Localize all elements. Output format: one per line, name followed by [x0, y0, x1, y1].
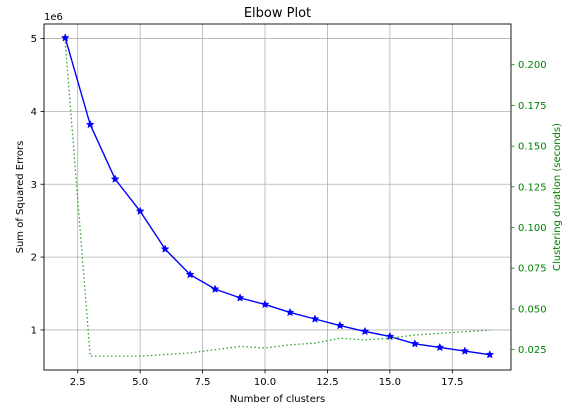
sse-point	[160, 244, 170, 253]
x-tick-label: 15.0	[379, 377, 401, 388]
y-axis-left-label: Sum of Squared Errors	[15, 141, 26, 254]
x-tick-label: 10.0	[254, 377, 276, 388]
y-left-tick-label: 2	[31, 253, 37, 264]
y-right-tick-label: 0.175	[518, 101, 547, 112]
sse-point	[185, 269, 195, 279]
axes-frame	[43, 23, 512, 371]
sse-point	[85, 119, 95, 129]
sse-point	[260, 299, 270, 309]
x-tick-label: 2.5	[70, 377, 86, 388]
sse-point	[60, 33, 70, 42]
sse-line	[64, 37, 490, 356]
y-right-tick-label: 0.050	[518, 304, 547, 315]
sse-point	[235, 293, 245, 302]
x-tick-label: 17.5	[441, 377, 463, 388]
y-left-tick-label: 3	[31, 180, 37, 191]
sse-point	[435, 342, 445, 352]
grid	[44, 24, 511, 370]
duration-line	[64, 41, 490, 357]
x-tick-label: 7.5	[195, 377, 211, 388]
y-right-tick-label: 0.150	[518, 142, 547, 153]
y-right-tick-label: 0.200	[518, 60, 547, 71]
x-tick-label: 12.5	[316, 377, 338, 388]
x-axis-label: Number of clusters	[230, 394, 325, 405]
y-left-tick-label: 1	[31, 325, 37, 336]
sse-point	[135, 206, 145, 215]
chart-title: Elbow Plot	[244, 6, 311, 21]
y-left-tick-label: 4	[31, 107, 37, 118]
y-axis-right-label: Clustering duration (seconds)	[552, 123, 563, 271]
tick-layer: 2.5 5.0 7.5 10.0 12.5 15.0 17.5 1 2 3 4 5 0.025 0.050…	[31, 34, 547, 388]
sse-point	[110, 174, 120, 183]
sse-point	[335, 320, 345, 330]
sse-point	[285, 307, 295, 317]
y-axis-left-exponent: 1e6	[44, 12, 63, 23]
x-tick-label: 5.0	[132, 377, 148, 388]
sse-point	[410, 339, 420, 348]
y-right-tick-label: 0.025	[518, 345, 547, 356]
sse-point	[485, 350, 495, 359]
series-layer	[60, 33, 495, 359]
y-right-tick-label: 0.125	[518, 182, 547, 193]
sse-point	[310, 314, 320, 323]
y-right-tick-label: 0.100	[518, 223, 547, 234]
y-right-tick-label: 0.075	[518, 264, 547, 275]
sse-point	[360, 326, 370, 336]
sse-point	[210, 284, 220, 293]
y-left-tick-label: 5	[31, 34, 37, 45]
sse-point	[460, 346, 470, 355]
